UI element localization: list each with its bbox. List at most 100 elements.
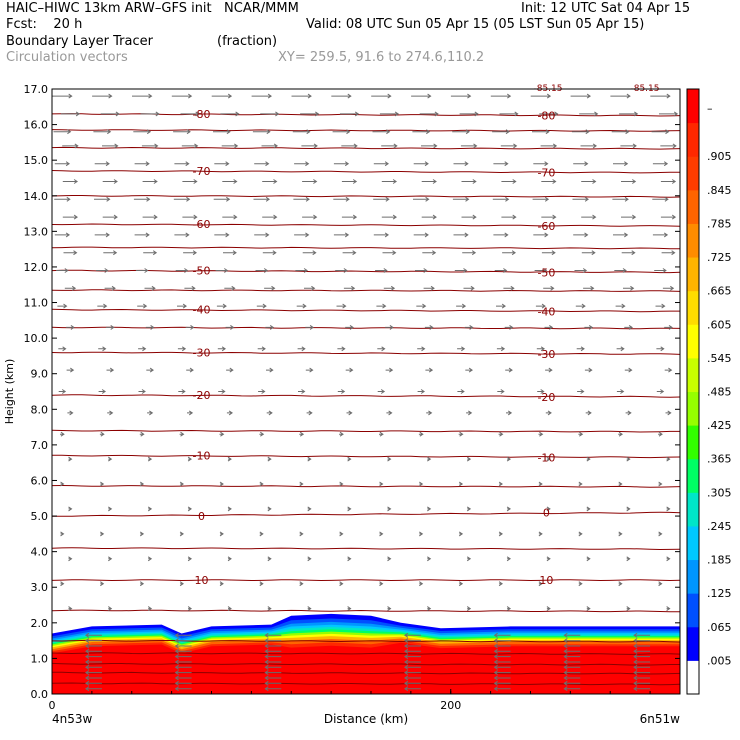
wind-vector (652, 161, 669, 167)
contour-line (52, 146, 680, 150)
wind-vector (493, 232, 509, 238)
wind-vector (573, 161, 589, 167)
wind-vector (133, 129, 152, 135)
wind-vector (219, 481, 224, 487)
wind-vector (66, 324, 75, 330)
circulation-vectors (52, 93, 679, 692)
wind-vector (576, 346, 585, 352)
wind-vector (381, 143, 398, 149)
wind-vector (179, 431, 185, 437)
colorbar-swatch (687, 425, 699, 460)
wind-vector (493, 686, 511, 692)
wind-vector (546, 556, 551, 562)
wind-vector (293, 196, 310, 202)
wind-vector (187, 410, 194, 416)
wind-vector (452, 196, 470, 202)
wind-vector (497, 389, 505, 394)
wind-vector (655, 303, 666, 309)
wind-vector (581, 214, 597, 220)
contour-label: -40 (193, 304, 211, 317)
wind-vector (307, 556, 312, 562)
wind-vector (331, 93, 352, 99)
wind-vector (618, 431, 624, 437)
contour-line-labeled (52, 308, 680, 313)
wind-vector (227, 456, 232, 462)
wind-vector (346, 410, 353, 416)
wind-vector (214, 161, 230, 167)
wind-vector (347, 456, 352, 462)
colorbar-swatch (687, 156, 699, 191)
wind-vector (533, 232, 549, 238)
wind-vector (610, 93, 631, 99)
wind-vector (413, 232, 429, 238)
wind-vector (264, 670, 282, 676)
wind-vector (586, 606, 591, 612)
wind-vector (460, 143, 478, 149)
contour-label: -50 (537, 266, 555, 279)
wind-vector (144, 285, 156, 291)
contour-line (52, 547, 680, 551)
contour-line (52, 246, 680, 250)
colorbar-label: .725 (707, 251, 732, 264)
wind-vector (415, 268, 428, 273)
wind-vector (386, 410, 393, 416)
wind-vector (132, 93, 153, 99)
wind-vector (84, 632, 102, 638)
colorbar-swatch (687, 89, 699, 124)
wind-vector (385, 367, 394, 373)
wind-vector (66, 367, 75, 373)
wind-vector (633, 670, 651, 676)
wind-vector (563, 632, 581, 638)
wind-vector (216, 303, 227, 309)
wind-vector (337, 346, 346, 352)
wind-vector (377, 389, 386, 394)
wind-vector (54, 161, 71, 167)
wind-vector (58, 389, 67, 394)
wind-vector (219, 581, 224, 587)
wind-vector (100, 111, 120, 117)
contour-label: -30 (193, 346, 211, 359)
wind-vector (62, 143, 79, 149)
wind-vector (493, 654, 511, 660)
wind-vector (614, 268, 627, 273)
wind-vector (174, 648, 192, 654)
wind-vector (147, 410, 154, 416)
wind-vector (298, 389, 306, 394)
colorbar-swatch (687, 324, 699, 359)
wind-vector (492, 196, 510, 202)
plot-frame (51, 88, 681, 695)
wind-vector (347, 556, 352, 562)
wind-vector (458, 581, 464, 587)
y-tick-label: 0.0 (31, 688, 49, 701)
wind-vector (84, 659, 102, 665)
contour-line-labeled (52, 269, 680, 274)
wind-vector (403, 632, 421, 638)
wind-vector (505, 367, 513, 373)
wind-vector (584, 367, 593, 373)
wind-vector (142, 179, 158, 184)
wind-vector (661, 250, 676, 256)
wind-vector (347, 506, 352, 512)
colorbar-swatch (687, 660, 699, 695)
wind-vector (425, 367, 434, 373)
wind-vector (584, 324, 594, 330)
wind-vector (377, 346, 386, 352)
wind-vector (506, 506, 512, 512)
wind-vector (264, 648, 282, 654)
wind-vector (182, 214, 198, 220)
wind-vector (546, 506, 551, 512)
contour-label: -70 (193, 165, 211, 178)
wind-vector (457, 346, 466, 352)
contour-label: 10 (195, 574, 209, 587)
wind-vector (504, 324, 514, 330)
wind-vector (403, 659, 421, 665)
colorbar-label: .365 (707, 453, 732, 466)
wind-vector (465, 367, 474, 373)
wind-vector (94, 161, 110, 167)
colorbar-label: .185 (707, 554, 732, 567)
wind-vector (84, 680, 102, 686)
y-tick-label: 12.0 (24, 261, 49, 274)
field-units: (fraction) (217, 34, 278, 49)
wind-vector (563, 675, 581, 681)
wind-vector (336, 303, 347, 309)
